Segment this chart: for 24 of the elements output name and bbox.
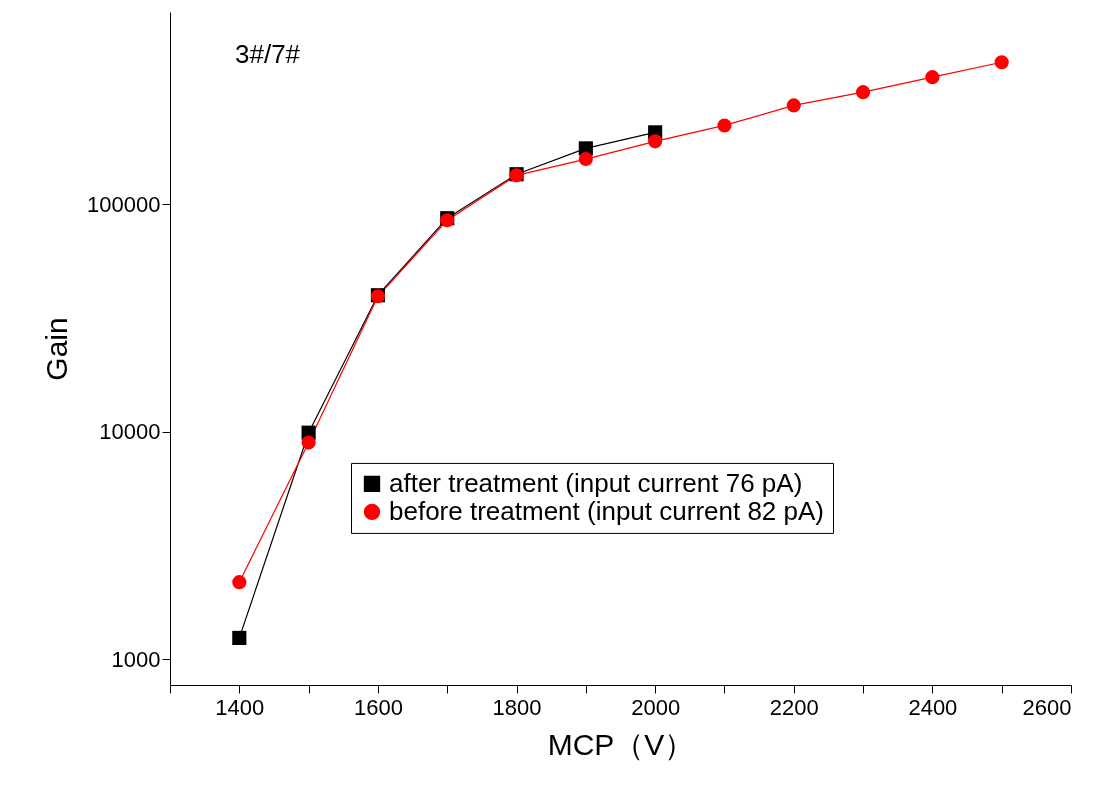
point (786, 98, 801, 113)
point (301, 435, 316, 450)
point (578, 151, 593, 167)
x-tick-label: 2600 (1022, 694, 1072, 720)
y-tick-label: 10000 (99, 419, 161, 445)
legend-label: after treatment (input current 76 pA) (389, 467, 803, 498)
point (717, 118, 732, 133)
y-tick-label: 100000 (87, 191, 161, 217)
point (994, 55, 1009, 70)
y-axis-title: Gain (40, 317, 74, 381)
x-tick-label: 2000 (631, 694, 681, 720)
x-axis-title: MCP（V） (547, 727, 695, 761)
point (648, 134, 663, 149)
x-tick-label: 2200 (769, 694, 819, 720)
point (232, 630, 247, 645)
y-tick-label: 1000 (111, 646, 161, 672)
point (856, 85, 871, 100)
x-tick-label: 1400 (215, 694, 265, 720)
x-tick-label: 1600 (353, 694, 403, 720)
x-tick-label: 1800 (492, 694, 542, 720)
point (925, 70, 940, 85)
point (232, 575, 247, 590)
x-tick-label: 2400 (908, 694, 958, 720)
annotation: 3#/7# (235, 39, 301, 69)
